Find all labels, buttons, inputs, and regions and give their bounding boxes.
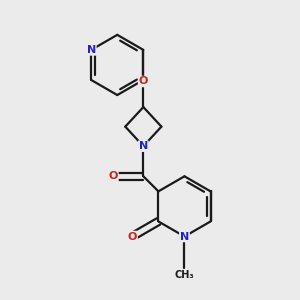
Text: O: O <box>139 76 148 86</box>
Text: N: N <box>139 141 148 151</box>
Text: O: O <box>128 232 137 242</box>
Text: CH₃: CH₃ <box>175 270 194 280</box>
Text: O: O <box>109 171 118 181</box>
Text: N: N <box>87 45 96 55</box>
Text: N: N <box>180 232 189 242</box>
